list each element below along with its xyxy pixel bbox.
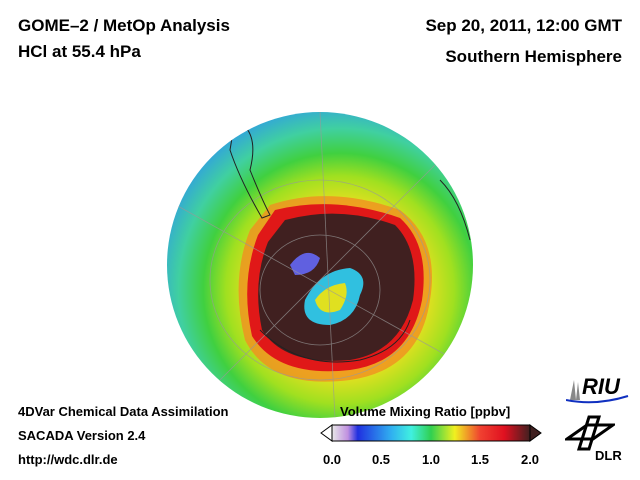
footer-line1: 4DVar Chemical Data Assimilation [18, 404, 229, 419]
riu-logo: RIU [566, 374, 630, 404]
colorbar-max-arrow [529, 424, 542, 442]
date-label: Sep 20, 2011, 12:00 GMT [425, 16, 622, 35]
footer-url: http://wdc.dlr.de [18, 452, 118, 467]
colorbar-tick: 0.0 [322, 452, 342, 467]
colorbar-tick: 0.5 [371, 452, 391, 467]
colorbar-title: Volume Mixing Ratio [ppbv] [340, 404, 511, 419]
dlr-logo: DLR [565, 415, 629, 465]
colorbar-min-arrow [320, 424, 333, 442]
colorbar-tick: 1.5 [470, 452, 490, 467]
title-line1: GOME–2 / MetOp Analysis [18, 16, 230, 35]
colorbar-tick: 1.0 [421, 452, 441, 467]
title-line2: HCl at 55.4 hPa [18, 42, 141, 61]
region-label: Southern Hemisphere [445, 47, 622, 66]
colorbar-tick: 2.0 [520, 452, 540, 467]
colorbar [320, 424, 542, 442]
footer-line2: SACADA Version 2.4 [18, 428, 146, 443]
